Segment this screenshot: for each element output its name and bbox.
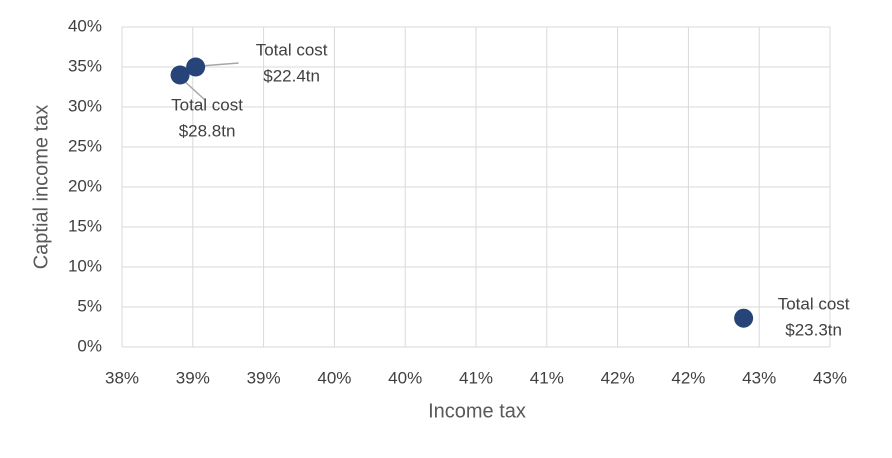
data-label: $28.8tn (179, 121, 236, 140)
leader-line (200, 62, 239, 67)
x-tick-label: 40% (317, 368, 351, 387)
point (186, 57, 206, 77)
x-tick-label: 43% (742, 368, 776, 387)
x-axis-title: Income tax (428, 400, 526, 422)
x-tick-label: 43% (813, 368, 847, 387)
data-label: $23.3tn (785, 321, 842, 340)
y-axis-title: Captial income tax (30, 105, 52, 270)
x-tick-label: 42% (601, 368, 635, 387)
data-label: Total cost (778, 295, 850, 314)
y-tick-label: 30% (68, 96, 102, 115)
point (170, 65, 190, 85)
x-tick-label: 39% (176, 368, 210, 387)
x-tick-label: 41% (530, 368, 564, 387)
y-tick-label: 40% (68, 16, 102, 35)
y-tick-label: 35% (68, 56, 102, 75)
x-tick-label: 39% (247, 368, 281, 387)
x-tick-label: 42% (671, 368, 705, 387)
y-tick-label: 20% (68, 176, 102, 195)
y-tick-label: 5% (77, 296, 102, 315)
point (734, 308, 754, 328)
x-tick-label: 38% (105, 368, 139, 387)
y-tick-label: 15% (68, 216, 102, 235)
y-tick-label: 25% (68, 136, 102, 155)
x-tick-label: 41% (459, 368, 493, 387)
y-tick-label: 10% (68, 256, 102, 275)
leader-line (182, 79, 206, 101)
data-label: Total cost (171, 95, 243, 114)
data-label: Total cost (256, 40, 328, 59)
x-tick-label: 40% (388, 368, 422, 387)
data-label: $22.4tn (263, 66, 320, 85)
y-tick-label: 0% (77, 336, 102, 355)
